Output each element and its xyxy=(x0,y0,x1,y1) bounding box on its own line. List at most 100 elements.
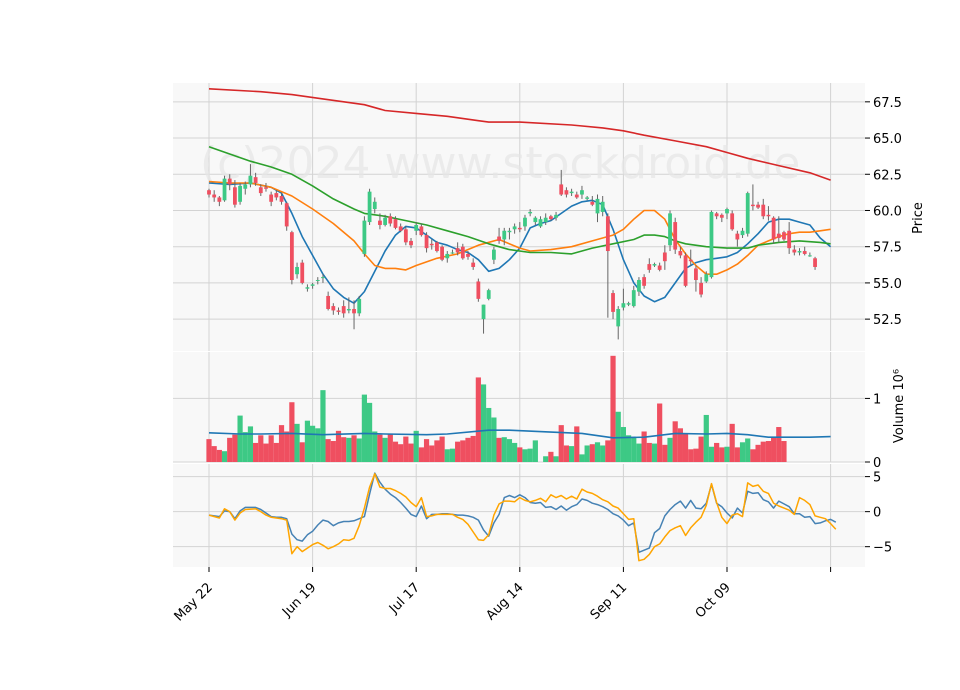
volume-bar xyxy=(429,445,435,462)
volume-bar xyxy=(361,394,367,462)
volume-bar xyxy=(584,445,590,462)
candle-body xyxy=(492,249,496,260)
volume-bar xyxy=(480,384,487,462)
candle xyxy=(419,223,424,237)
volume-bar xyxy=(563,445,570,462)
candle-body xyxy=(548,216,553,220)
volume-bar xyxy=(294,423,300,462)
oscillator-panel: −5 0 5 xyxy=(173,464,892,567)
candlesticks xyxy=(207,164,817,340)
candle xyxy=(709,210,714,279)
volume-bar xyxy=(475,377,481,462)
volume-bar xyxy=(543,456,549,462)
candle xyxy=(326,291,331,311)
candle xyxy=(631,285,636,308)
volume-bar xyxy=(237,415,243,462)
candle xyxy=(543,213,548,225)
volume-bar xyxy=(299,442,305,462)
candle xyxy=(471,258,476,270)
candle xyxy=(683,252,688,288)
volume-bar xyxy=(682,434,689,462)
candle-body xyxy=(222,178,227,201)
candle-body xyxy=(429,243,434,246)
candle-body xyxy=(668,213,672,246)
candle-body xyxy=(543,217,548,223)
volume-bar xyxy=(278,425,285,462)
candle-body xyxy=(637,280,641,292)
candle xyxy=(388,213,393,227)
candle-body xyxy=(481,304,486,320)
candle-body xyxy=(740,230,745,236)
volume-bar xyxy=(398,444,404,462)
candle xyxy=(507,227,512,240)
candle-body xyxy=(315,280,320,282)
volume-bar xyxy=(377,434,383,462)
candle-body xyxy=(554,214,558,218)
volume-bar xyxy=(273,442,279,462)
candle-body xyxy=(585,197,590,199)
candle xyxy=(305,284,310,292)
oscillator-panel-background xyxy=(173,464,865,567)
volume-bar xyxy=(408,443,414,462)
candle-body xyxy=(388,216,393,224)
candle xyxy=(714,211,719,220)
volume-bar xyxy=(512,442,518,462)
candle xyxy=(362,216,367,257)
candle xyxy=(751,184,755,211)
volume-bar xyxy=(532,440,538,462)
candle-body xyxy=(719,214,724,218)
candle-body xyxy=(761,204,766,217)
volume-bar xyxy=(263,443,269,462)
candle xyxy=(227,174,232,191)
volume-bar xyxy=(253,442,259,462)
volume-bar xyxy=(651,443,658,462)
y-tick-label: 0 xyxy=(873,506,881,521)
volume-bar xyxy=(356,438,362,462)
volume-bar xyxy=(232,434,238,462)
volume-bar xyxy=(625,435,632,462)
candle-body xyxy=(580,190,584,195)
candle xyxy=(637,277,641,296)
candle-body xyxy=(574,194,579,198)
candle-body xyxy=(440,246,444,260)
candle xyxy=(782,230,786,241)
y-tick-label: 67.5 xyxy=(873,96,902,111)
candle xyxy=(740,227,745,239)
candle-body xyxy=(662,252,667,262)
volume-bar xyxy=(496,437,502,462)
candle xyxy=(776,216,781,243)
candle-body xyxy=(678,251,683,256)
candle-body xyxy=(238,185,242,202)
volume-bar xyxy=(455,441,461,462)
candle-body xyxy=(802,251,807,254)
y-tick-label: 60.0 xyxy=(873,204,902,219)
volume-average-line xyxy=(208,429,831,439)
y-tick-label: 1 xyxy=(873,392,881,407)
candle-body xyxy=(611,293,615,312)
volume-bar xyxy=(258,435,264,462)
candle xyxy=(238,182,242,205)
candle xyxy=(398,223,403,233)
candle xyxy=(621,288,626,311)
candle-body xyxy=(227,178,232,185)
candle-body xyxy=(642,277,647,286)
y-tick-label: 62.5 xyxy=(873,168,902,183)
candle-body xyxy=(357,298,362,314)
volume-bar xyxy=(729,423,735,462)
candle-body xyxy=(787,230,792,249)
candle-body xyxy=(745,193,750,234)
candle-body xyxy=(471,262,476,267)
candle xyxy=(548,214,553,221)
candle xyxy=(315,277,320,285)
candle xyxy=(761,198,766,220)
volume-bar xyxy=(470,435,476,462)
candle xyxy=(429,239,434,250)
candle xyxy=(222,175,227,202)
candle-body xyxy=(782,232,786,240)
candle xyxy=(771,216,776,244)
candle-body xyxy=(460,246,465,259)
candle-body xyxy=(289,232,294,281)
oscillator-axis-ticks: −5 0 5 xyxy=(865,471,892,556)
price-axis-label: Price xyxy=(911,202,926,234)
candle xyxy=(642,274,647,289)
